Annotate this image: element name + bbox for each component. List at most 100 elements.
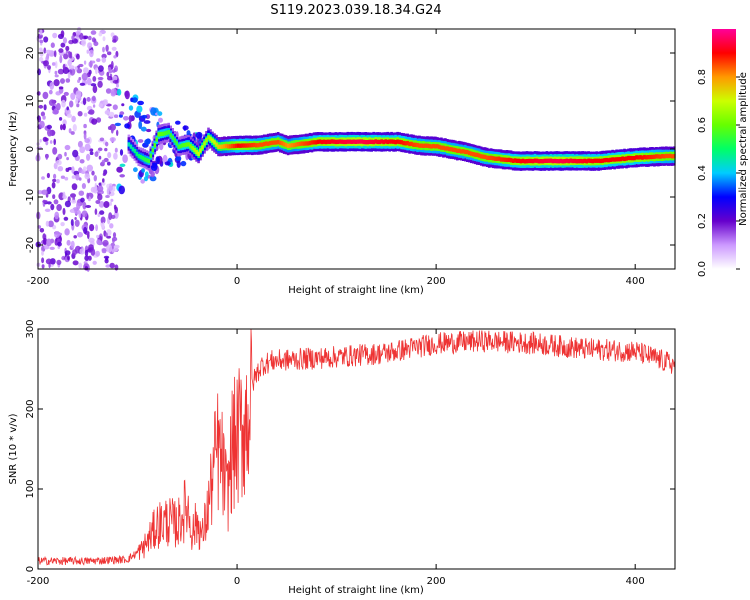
- noise-blob: [111, 46, 117, 51]
- ridge-cell: [155, 137, 158, 142]
- noise-blob: [55, 159, 62, 166]
- noise-blob: [112, 75, 118, 82]
- noise-blob: [112, 183, 116, 187]
- noise-blob: [83, 67, 89, 74]
- noise-blob: [67, 255, 70, 261]
- ridge-cell: [633, 156, 636, 161]
- colorbar-tick-label: 0.6: [697, 117, 708, 133]
- ridge-cell: [639, 155, 642, 160]
- noise-blob: [42, 237, 48, 246]
- ridge-cell: [384, 139, 387, 144]
- noise-blob: [57, 166, 64, 172]
- noise-blob: [113, 245, 119, 252]
- noise-blob: [53, 79, 60, 87]
- noise-blob: [112, 237, 115, 243]
- noise-blob: [102, 100, 109, 106]
- snr-x-tick-label: -200: [27, 576, 50, 587]
- ridge-cell: [472, 152, 475, 157]
- ridge-cell: [607, 158, 610, 163]
- noise-blob: [100, 216, 106, 224]
- ridge-cell: [382, 139, 385, 145]
- noise-blob: [109, 201, 113, 206]
- ridge-cell: [161, 131, 164, 136]
- ridge-cell: [213, 140, 216, 145]
- ridge-cell: [334, 139, 338, 145]
- noise-blob: [78, 262, 83, 269]
- ridge-cell: [241, 143, 244, 148]
- ridge-cell: [655, 154, 658, 159]
- noise-blob: [46, 201, 52, 205]
- ridge-cell: [629, 155, 632, 161]
- noise-blob: [105, 141, 109, 147]
- ridge-cell: [197, 151, 200, 156]
- transition-blob: [123, 116, 129, 121]
- noise-blob: [65, 45, 70, 52]
- ridge-cell: [177, 144, 180, 149]
- noise-blob: [77, 199, 82, 204]
- noise-blob: [85, 205, 92, 208]
- noise-blob: [83, 123, 87, 129]
- noise-blob: [64, 228, 70, 236]
- ridge-cell: [167, 130, 170, 135]
- ridge-cell: [139, 154, 143, 160]
- ridge-cell: [233, 143, 236, 149]
- noise-blob: [93, 41, 99, 47]
- transition-blob: [155, 156, 160, 165]
- ridge-cell: [545, 158, 549, 163]
- ridge-cell: [205, 138, 208, 143]
- noise-blob: [88, 244, 94, 251]
- ridge-cell: [529, 158, 533, 164]
- ridge-cell: [475, 152, 479, 157]
- noise-blob: [46, 124, 52, 130]
- noise-blob: [38, 56, 44, 62]
- ridge-cell: [422, 143, 425, 148]
- transition-blob: [143, 176, 149, 182]
- noise-blob: [91, 118, 98, 125]
- noise-blob: [94, 182, 98, 191]
- noise-blob: [98, 155, 102, 160]
- ridge-cell: [235, 143, 238, 148]
- ridge-cell: [211, 138, 214, 143]
- ridge-cell: [565, 158, 569, 163]
- heatmap-y-tick-label: -10: [25, 189, 36, 205]
- ridge-cell: [450, 147, 453, 152]
- noise-blob: [56, 259, 62, 265]
- ridge-cell: [591, 159, 594, 164]
- transition-blob: [141, 168, 146, 173]
- noise-blob: [47, 129, 53, 137]
- noise-blob: [113, 204, 117, 210]
- transition-blob: [124, 123, 130, 129]
- noise-blob: [108, 212, 113, 221]
- noise-blob: [89, 151, 94, 155]
- noise-blob: [52, 32, 58, 39]
- ridge-cell: [304, 141, 308, 146]
- noise-blob: [107, 152, 112, 159]
- ridge-cell: [527, 158, 531, 164]
- noise-blob: [79, 248, 85, 255]
- ridge-cell: [251, 143, 254, 148]
- ridge-cell: [332, 139, 336, 144]
- noise-blob: [72, 149, 79, 158]
- noise-blob: [92, 260, 97, 265]
- ridge-cell: [573, 158, 577, 164]
- ridge-cell: [298, 141, 302, 146]
- noise-blob: [102, 46, 105, 53]
- ridge-cell: [491, 156, 495, 161]
- noise-blob: [98, 103, 104, 108]
- ridge-cell: [631, 156, 634, 161]
- ridge-cell: [589, 158, 592, 163]
- ridge-cell: [131, 147, 135, 152]
- noise-blob: [60, 222, 65, 227]
- ridge-cell: [141, 156, 145, 161]
- noise-blob: [84, 255, 90, 261]
- ridge-cell: [448, 146, 451, 152]
- noise-blob: [103, 201, 110, 208]
- transition-blob: [124, 90, 130, 100]
- ridge-cell: [308, 140, 312, 146]
- ridge-cell: [637, 155, 640, 160]
- noise-blob: [74, 217, 77, 220]
- ridge-cell: [129, 144, 133, 149]
- noise-blob: [72, 124, 77, 132]
- noise-blob: [62, 123, 66, 131]
- ridge-cell: [553, 158, 557, 164]
